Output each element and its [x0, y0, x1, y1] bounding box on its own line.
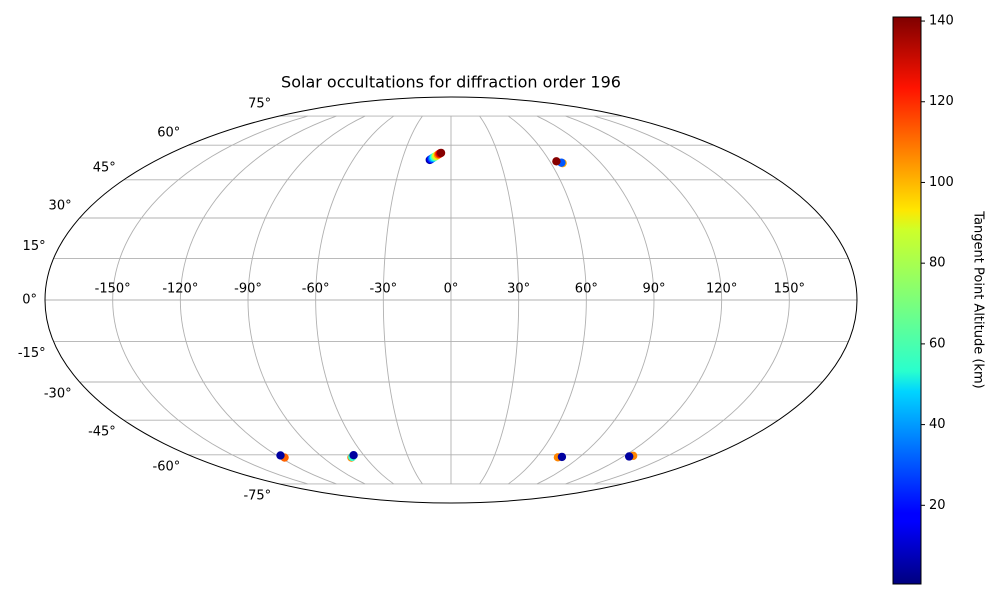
- colorbar-tick-label: 60: [929, 336, 946, 351]
- colorbar-tick-label: 120: [929, 94, 954, 109]
- colorbar-tick-label: 140: [929, 14, 954, 29]
- x-tick-label: 90°: [642, 282, 665, 297]
- colorbar-tick-label: 80: [929, 256, 946, 271]
- colorbar-tick-label: 20: [929, 498, 946, 513]
- x-tick-label: 120°: [706, 282, 737, 297]
- grid-line: [315, 115, 394, 485]
- x-tick-label: -30°: [369, 282, 397, 297]
- colorbar-tick-label: 40: [929, 417, 946, 432]
- x-tick-label: -120°: [162, 282, 198, 297]
- points: [276, 148, 638, 462]
- grid-line: [594, 115, 790, 485]
- point: [436, 148, 446, 158]
- point: [552, 157, 561, 166]
- grid-line: [508, 115, 587, 485]
- y-tick-label: 75°: [248, 97, 271, 112]
- point: [349, 450, 358, 460]
- grid-line: [247, 115, 366, 485]
- y-tick-label: 15°: [23, 239, 46, 254]
- point: [557, 452, 567, 462]
- tick-labels: -75° -60° -45° -30° -15° 0° 15° 30° 45° 60° 75° -15…: [18, 97, 805, 504]
- x-tick-label: -150°: [95, 282, 131, 297]
- x-tick-label: 150°: [774, 282, 805, 297]
- x-tick-label: 0°: [444, 282, 459, 297]
- y-tick-label: -30°: [44, 387, 72, 402]
- chart-title: Solar occultations for diffraction order…: [281, 73, 621, 92]
- point: [624, 452, 634, 461]
- grid-line: [179, 115, 337, 485]
- y-tick-label: -45°: [88, 425, 116, 440]
- colorbar-axis: 20 40 60 80 100 120 140: [921, 14, 954, 513]
- x-tick-label: 60°: [575, 282, 598, 297]
- y-tick-label: 30°: [49, 198, 72, 213]
- grid-line: [536, 115, 655, 485]
- y-tick-label: -60°: [153, 459, 181, 474]
- grid-line: [479, 115, 520, 485]
- point: [276, 451, 285, 460]
- colorbar-tick-label: 100: [929, 175, 954, 190]
- y-tick-label: 60°: [157, 126, 180, 141]
- colorbar-label: Tangent Point Altitude (km): [971, 210, 986, 388]
- map-outline: [44, 96, 858, 504]
- y-tick-label: -15°: [18, 346, 46, 361]
- x-tick-label: -90°: [234, 282, 262, 297]
- grid: [45, 115, 857, 485]
- grid-line: [382, 115, 423, 485]
- colorbar: [892, 16, 922, 585]
- y-tick-label: 45°: [93, 160, 116, 175]
- y-tick-label: -75°: [243, 488, 271, 503]
- grid-line: [112, 115, 308, 485]
- x-tick-label: 30°: [507, 282, 530, 297]
- y-tick-label: 0°: [22, 293, 37, 308]
- x-tick-label: -60°: [302, 282, 330, 297]
- grid-line: [565, 115, 723, 485]
